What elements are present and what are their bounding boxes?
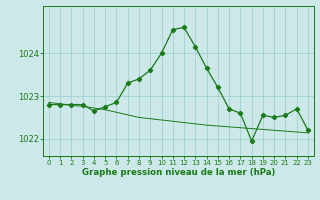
X-axis label: Graphe pression niveau de la mer (hPa): Graphe pression niveau de la mer (hPa)	[82, 168, 275, 177]
